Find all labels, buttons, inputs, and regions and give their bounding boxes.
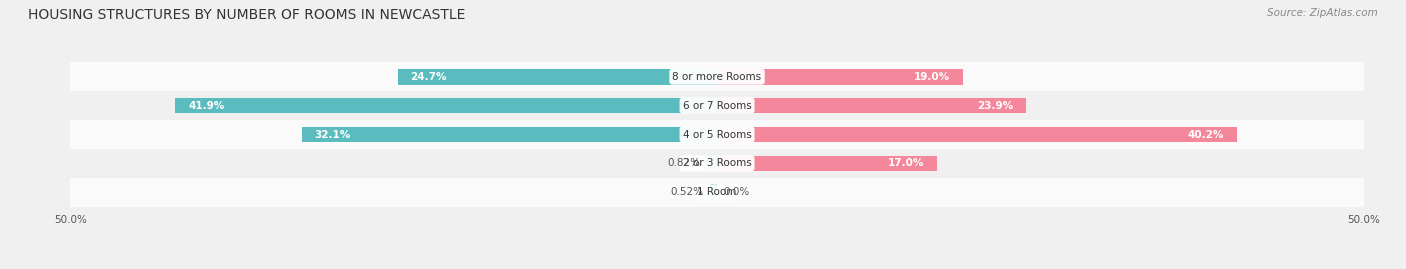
Text: 40.2%: 40.2% <box>1188 129 1225 140</box>
Text: 1 Room: 1 Room <box>697 187 737 197</box>
Text: 0.0%: 0.0% <box>724 187 749 197</box>
Text: 24.7%: 24.7% <box>411 72 447 82</box>
Text: 17.0%: 17.0% <box>887 158 924 168</box>
Bar <box>70 120 1364 149</box>
Bar <box>176 98 717 114</box>
Bar <box>302 126 717 143</box>
Bar <box>398 69 717 84</box>
Bar <box>717 98 1026 114</box>
Text: 41.9%: 41.9% <box>188 101 225 111</box>
Text: 0.52%: 0.52% <box>671 187 704 197</box>
Text: 23.9%: 23.9% <box>977 101 1014 111</box>
Text: 0.82%: 0.82% <box>666 158 700 168</box>
Bar <box>710 185 717 200</box>
Bar <box>70 178 1364 207</box>
Text: HOUSING STRUCTURES BY NUMBER OF ROOMS IN NEWCASTLE: HOUSING STRUCTURES BY NUMBER OF ROOMS IN… <box>28 8 465 22</box>
Text: 8 or more Rooms: 8 or more Rooms <box>672 72 762 82</box>
Text: 4 or 5 Rooms: 4 or 5 Rooms <box>683 129 751 140</box>
Text: 19.0%: 19.0% <box>914 72 950 82</box>
Bar <box>70 62 1364 91</box>
Text: Source: ZipAtlas.com: Source: ZipAtlas.com <box>1267 8 1378 18</box>
Bar <box>70 149 1364 178</box>
Text: 2 or 3 Rooms: 2 or 3 Rooms <box>683 158 751 168</box>
Bar <box>717 126 1237 143</box>
Bar <box>717 69 963 84</box>
Bar <box>70 91 1364 120</box>
Text: 6 or 7 Rooms: 6 or 7 Rooms <box>683 101 751 111</box>
Text: 32.1%: 32.1% <box>315 129 352 140</box>
Bar <box>717 155 936 171</box>
Bar <box>706 155 717 171</box>
